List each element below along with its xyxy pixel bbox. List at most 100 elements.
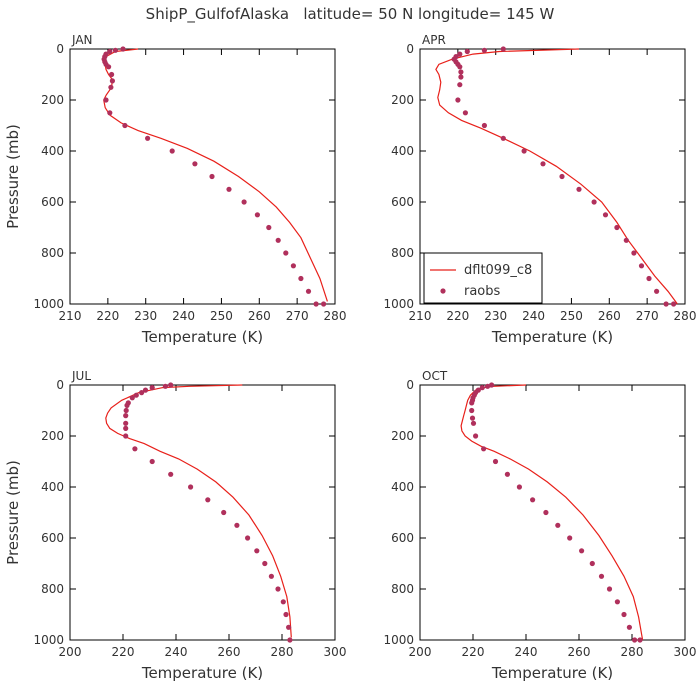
y-tick-label: 1000 bbox=[33, 633, 64, 647]
raobs-point bbox=[123, 420, 129, 426]
x-tick-label: 240 bbox=[172, 309, 195, 323]
raobs-point bbox=[280, 599, 286, 605]
panel-jul: 200 220 240 260 280 300 0 200 400 600 800 1000 JUL Te… bbox=[4, 369, 346, 682]
raobs-point bbox=[169, 148, 175, 154]
raobs-point bbox=[576, 186, 582, 192]
panel-title: APR bbox=[422, 33, 446, 47]
y-tick-label: 600 bbox=[391, 531, 414, 545]
raobs-point bbox=[521, 148, 527, 154]
raobs-point bbox=[555, 522, 561, 528]
raobs-point bbox=[614, 599, 621, 605]
raobs-point bbox=[500, 135, 506, 141]
raobs-point bbox=[543, 509, 549, 516]
x-tick-label: 280 bbox=[621, 645, 644, 659]
raobs-point bbox=[623, 237, 629, 243]
x-tick-label: 250 bbox=[210, 309, 233, 323]
raobs-point bbox=[663, 301, 669, 307]
raobs-point bbox=[621, 611, 627, 618]
raobs-point bbox=[602, 212, 609, 218]
raobs-point bbox=[283, 611, 289, 618]
raobs-point bbox=[638, 263, 645, 269]
x-axis-label: Temperature (K) bbox=[141, 664, 263, 682]
raobs-point bbox=[481, 47, 487, 53]
raobs-point bbox=[470, 420, 477, 426]
legend-obs-label: raobs bbox=[464, 284, 501, 299]
x-tick-label: 280 bbox=[271, 645, 294, 659]
y-tick-label: 400 bbox=[41, 480, 64, 494]
raobs-point bbox=[188, 484, 194, 490]
raobs-point bbox=[455, 97, 461, 103]
raobs-point bbox=[266, 224, 272, 231]
panel-title: JUL bbox=[71, 369, 91, 383]
raobs-point bbox=[145, 135, 151, 141]
y-tick-label: 200 bbox=[391, 429, 414, 443]
raobs-point bbox=[283, 250, 289, 256]
y-tick-label: 0 bbox=[406, 378, 414, 392]
raobs-point bbox=[458, 69, 464, 75]
y-tick-label: 800 bbox=[391, 246, 414, 260]
raobs-point bbox=[149, 458, 155, 465]
y-axis-label: Pressure (mb) bbox=[4, 124, 22, 229]
raobs-point bbox=[591, 199, 597, 205]
raobs-point bbox=[290, 263, 296, 269]
x-tick-label: 260 bbox=[248, 309, 271, 323]
x-tick-label: 250 bbox=[560, 309, 583, 323]
raobs-point bbox=[305, 288, 312, 294]
raobs-point bbox=[162, 383, 168, 389]
x-axis-label: Temperature (K) bbox=[141, 328, 263, 346]
x-tick-label: 260 bbox=[218, 645, 241, 659]
y-tick-label: 800 bbox=[41, 582, 64, 596]
panel-title: OCT bbox=[422, 369, 448, 383]
raobs-point bbox=[168, 382, 174, 388]
panel-title: JAN bbox=[71, 33, 93, 47]
raobs-point bbox=[485, 383, 491, 389]
panel-jan: 210 220 230 240 250 260 270 280 0 200 400 600 800 100… bbox=[4, 33, 346, 346]
plot-frame bbox=[419, 48, 686, 305]
x-tick-label: 280 bbox=[324, 309, 347, 323]
panel-apr: 210 220 230 240 250 260 270 280 0 200 400 600 800 100… bbox=[383, 33, 696, 346]
x-tick-label: 280 bbox=[674, 309, 697, 323]
raobs-point bbox=[123, 407, 129, 414]
figure-title: ShipP_GulfofAlaska latitude= 50 N longit… bbox=[146, 5, 555, 24]
plot-frame bbox=[69, 384, 336, 641]
raobs-point bbox=[108, 84, 114, 90]
raobs-point bbox=[516, 484, 523, 490]
raobs-point bbox=[469, 415, 476, 421]
raobs-point bbox=[124, 402, 130, 408]
y-tick-label: 400 bbox=[391, 480, 414, 494]
raobs-point bbox=[221, 509, 227, 516]
x-tick-label: 230 bbox=[134, 309, 157, 323]
y-tick-label: 400 bbox=[391, 144, 414, 158]
raobs-point bbox=[103, 97, 109, 103]
y-tick-label: 400 bbox=[41, 144, 64, 158]
x-tick-label: 300 bbox=[324, 645, 347, 659]
raobs-point bbox=[462, 110, 468, 116]
x-tick-label: 240 bbox=[522, 309, 545, 323]
raobs-point bbox=[133, 392, 139, 398]
raobs-point bbox=[254, 548, 260, 554]
raobs-point bbox=[530, 497, 536, 503]
y-tick-label: 200 bbox=[391, 93, 414, 107]
raobs-point bbox=[504, 471, 510, 477]
raobs-point bbox=[489, 382, 495, 388]
raobs-point bbox=[567, 535, 573, 541]
raobs-point bbox=[209, 173, 215, 180]
raobs-point bbox=[168, 471, 174, 477]
raobs-point bbox=[192, 161, 198, 167]
raobs-point bbox=[313, 301, 319, 307]
raobs-point bbox=[132, 446, 138, 452]
raobs-point bbox=[469, 407, 475, 414]
raobs-point bbox=[149, 385, 155, 391]
y-tick-label: 600 bbox=[41, 195, 64, 209]
x-tick-label: 240 bbox=[515, 645, 538, 659]
y-tick-label: 1000 bbox=[383, 633, 414, 647]
x-tick-label: 270 bbox=[636, 309, 659, 323]
y-axis-label: Pressure (mb) bbox=[4, 460, 22, 565]
y-tick-label: 0 bbox=[56, 378, 64, 392]
raobs-point bbox=[139, 390, 145, 396]
x-tick-label: 220 bbox=[462, 645, 485, 659]
x-tick-label: 220 bbox=[112, 645, 135, 659]
legend-obs-swatch bbox=[440, 288, 446, 294]
raobs-point bbox=[254, 212, 260, 218]
